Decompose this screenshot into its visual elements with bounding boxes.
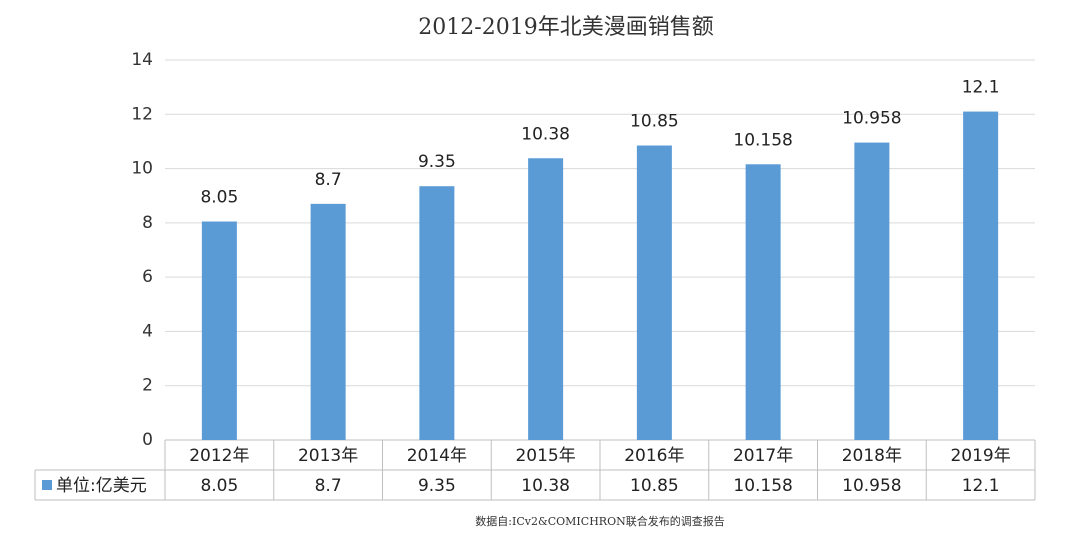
data-label: 8.7	[315, 170, 342, 190]
source-note: 数据自:ICv2&COMICHRON联合发布的调查报告	[475, 514, 724, 528]
x-tick-label: 2019年	[950, 446, 1010, 466]
bar	[310, 203, 346, 440]
bar	[963, 111, 999, 441]
y-tick-label: 10	[131, 159, 153, 179]
x-tick-label: 2016年	[624, 446, 684, 466]
bar	[201, 221, 237, 440]
bar	[854, 142, 890, 440]
data-label: 12.1	[962, 78, 1000, 98]
data-label: 10.958	[842, 109, 901, 129]
table-value: 10.38	[521, 476, 570, 496]
data-label: 9.35	[418, 152, 456, 172]
bar	[745, 164, 781, 441]
y-tick-label: 4	[142, 321, 153, 341]
chart-title: 2012-2019年北美漫画销售额	[418, 15, 713, 40]
x-tick-label: 2017年	[733, 446, 793, 466]
bar	[528, 158, 564, 440]
y-tick-label: 0	[142, 430, 153, 450]
x-tick-label: 2013年	[298, 446, 358, 466]
y-tick-label: 2	[142, 376, 153, 396]
table-value: 10.85	[630, 476, 679, 496]
x-tick-label: 2015年	[515, 446, 575, 466]
table-value: 10.158	[733, 476, 792, 496]
data-label: 10.85	[630, 112, 679, 132]
data-label: 10.158	[733, 130, 792, 150]
x-tick-label: 2012年	[189, 446, 249, 466]
y-tick-label: 14	[131, 50, 153, 70]
table-value: 10.958	[842, 476, 901, 496]
y-tick-label: 12	[131, 104, 153, 124]
table-value: 8.7	[315, 476, 342, 496]
legend-swatch	[42, 480, 52, 490]
y-tick-label: 6	[142, 267, 153, 287]
data-label: 8.05	[200, 188, 238, 208]
data-label: 10.38	[521, 124, 570, 144]
y-tick-label: 8	[142, 213, 153, 233]
table-value: 12.1	[962, 476, 1000, 496]
bar	[419, 186, 455, 440]
legend-label: 单位:亿美元	[56, 476, 147, 496]
table-value: 9.35	[418, 476, 456, 496]
bar	[636, 145, 672, 440]
x-tick-label: 2018年	[842, 446, 902, 466]
table-value: 8.05	[200, 476, 238, 496]
x-tick-label: 2014年	[407, 446, 467, 466]
